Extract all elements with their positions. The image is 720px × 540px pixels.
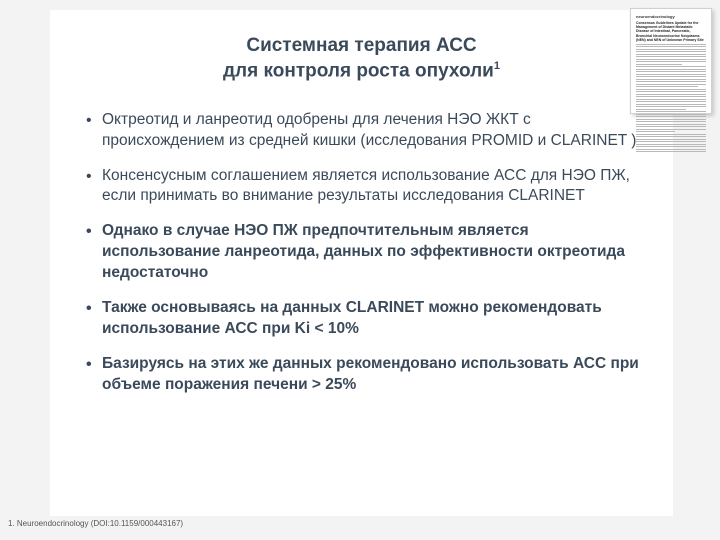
thumb-line bbox=[636, 129, 706, 130]
thumb-line bbox=[636, 49, 706, 50]
thumb-line bbox=[636, 114, 706, 115]
thumb-line bbox=[636, 59, 706, 60]
thumb-line bbox=[636, 121, 706, 122]
thumb-line bbox=[636, 96, 706, 97]
bullet-item: Октреотид и ланреотид одобрены для лечен… bbox=[84, 110, 639, 152]
thumb-line bbox=[636, 56, 706, 57]
thumb-line bbox=[636, 101, 706, 102]
thumb-abstract-title: Consensus Guidelines Update for the Mana… bbox=[636, 21, 706, 42]
thumb-line bbox=[636, 84, 706, 85]
thumb-line bbox=[636, 44, 706, 45]
thumb-line bbox=[636, 141, 706, 142]
slide: Системная терапия АСС для контроля роста… bbox=[0, 0, 720, 540]
thumb-line bbox=[636, 94, 706, 95]
bullet-list: Октреотид и ланреотид одобрены для лечен… bbox=[84, 110, 639, 396]
thumb-line bbox=[636, 51, 706, 52]
thumb-line bbox=[636, 54, 706, 55]
thumb-line bbox=[636, 146, 706, 147]
bullet-item: Базируясь на этих же данных рекомендован… bbox=[84, 354, 639, 396]
slide-title: Системная терапия АСС для контроля роста… bbox=[84, 34, 639, 84]
thumb-line bbox=[636, 61, 706, 62]
thumb-line bbox=[636, 116, 706, 117]
thumb-line bbox=[636, 46, 706, 47]
footnote: 1. Neuroendocrinology (DOI:10.1159/00044… bbox=[8, 519, 183, 528]
title-sup: 1 bbox=[494, 60, 500, 72]
thumb-line bbox=[636, 149, 706, 150]
thumb-line bbox=[636, 69, 706, 70]
thumb-line bbox=[636, 99, 706, 100]
thumb-line bbox=[636, 71, 706, 72]
thumb-line bbox=[636, 81, 706, 82]
thumb-line bbox=[636, 119, 706, 120]
thumb-line bbox=[636, 91, 706, 92]
content-panel: Системная терапия АСС для контроля роста… bbox=[50, 10, 673, 516]
thumb-abstract-body bbox=[636, 44, 706, 153]
thumb-line bbox=[636, 111, 706, 112]
thumb-line bbox=[636, 79, 706, 80]
thumb-line bbox=[636, 109, 686, 110]
thumb-line bbox=[636, 104, 706, 105]
bullet-item: Консенсусным соглашением является исполь… bbox=[84, 166, 639, 208]
thumb-line bbox=[636, 151, 706, 152]
paper-thumbnail: neuroendocrinology Consensus Guidelines … bbox=[630, 8, 712, 114]
thumb-line bbox=[636, 66, 706, 67]
thumb-line bbox=[636, 131, 675, 132]
thumb-line bbox=[636, 134, 706, 135]
thumb-line bbox=[636, 139, 706, 140]
thumb-line bbox=[636, 106, 706, 107]
thumb-journal: neuroendocrinology bbox=[636, 14, 706, 19]
thumb-line bbox=[636, 144, 706, 145]
thumb-line bbox=[636, 76, 706, 77]
thumb-line bbox=[636, 74, 706, 75]
title-line-2: для контроля роста опухоли bbox=[223, 60, 494, 81]
title-line-1: Системная терапия АСС bbox=[246, 35, 476, 56]
thumb-line bbox=[636, 86, 698, 87]
thumb-line bbox=[636, 89, 706, 90]
thumb-line bbox=[636, 126, 706, 127]
thumb-line bbox=[636, 124, 706, 125]
bullet-item: Также основываясь на данных CLARINET мож… bbox=[84, 298, 639, 340]
thumb-line bbox=[636, 64, 682, 65]
thumb-line bbox=[636, 136, 706, 137]
bullet-item: Однако в случае НЭО ПЖ предпочтительным … bbox=[84, 221, 639, 284]
